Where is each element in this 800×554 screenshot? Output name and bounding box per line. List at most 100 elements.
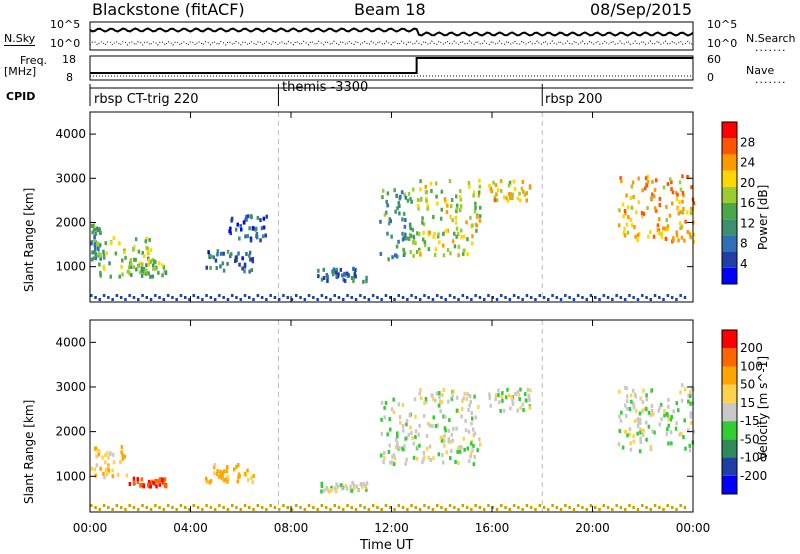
data-cell (111, 468, 114, 473)
data-cell (519, 198, 522, 203)
data-cell (262, 225, 266, 230)
ground-scatter-cell (483, 508, 486, 511)
data-cell (443, 197, 447, 202)
data-cell (405, 457, 408, 462)
ground-scatter-cell (333, 504, 336, 507)
ground-scatter-cell (273, 296, 277, 299)
data-cell (621, 445, 625, 450)
data-cell (93, 467, 97, 472)
ground-scatter-cell (508, 298, 512, 301)
data-cell (439, 409, 442, 414)
data-cell (684, 219, 687, 224)
data-cell (104, 453, 107, 458)
data-cell (238, 262, 241, 267)
data-cell (148, 479, 151, 484)
ground-scatter-cell (465, 506, 469, 509)
data-cell (503, 195, 506, 200)
data-cell (427, 232, 431, 237)
ground-scatter-cell (188, 508, 191, 511)
ground-scatter-cell (320, 504, 324, 507)
data-cell (641, 214, 644, 219)
data-cell (423, 240, 427, 245)
data-cell (518, 191, 521, 196)
ground-scatter-cell (525, 294, 529, 297)
data-cell (688, 443, 691, 448)
nsearch-tick-top: 10^5 (707, 18, 738, 31)
data-cell (408, 413, 411, 418)
ground-scatter-cell (611, 508, 614, 511)
data-cell (345, 486, 349, 491)
ground-scatter-cell (154, 294, 157, 297)
data-cell (448, 179, 452, 183)
ground-scatter-cell (299, 506, 302, 509)
data-cell (659, 231, 662, 236)
data-cell (511, 402, 515, 406)
data-cell (453, 231, 456, 236)
data-cell (385, 210, 388, 215)
ground-scatter-cell (265, 298, 268, 301)
ground-scatter-cell (448, 294, 452, 297)
x-tick-label: 08:00 (274, 521, 309, 535)
colorbar-tick-label: -15 (740, 414, 760, 428)
data-cell (237, 472, 241, 477)
data-cell (112, 460, 116, 465)
data-cell (493, 196, 497, 201)
colorbar-tick-label: 24 (740, 156, 755, 170)
nave-tick-bottom: 0 (707, 71, 714, 84)
data-cell (226, 249, 230, 254)
data-cell (497, 393, 500, 398)
data-cell (465, 396, 468, 401)
ground-scatter-cell (666, 504, 670, 507)
data-cell (675, 401, 678, 406)
ground-scatter-cell (222, 506, 225, 509)
data-cell (456, 395, 459, 400)
data-cell (317, 268, 320, 273)
data-cell (438, 391, 441, 395)
data-cell (457, 244, 461, 249)
data-cell (393, 456, 397, 461)
ground-scatter-cell (444, 298, 447, 301)
ground-scatter-cell (431, 508, 435, 511)
data-cell (667, 417, 670, 422)
data-cell (478, 178, 481, 183)
colorbar-tick-label: 8 (740, 237, 748, 251)
colorbar-tick-label: 200 (740, 341, 763, 355)
ground-scatter-cell (632, 296, 635, 299)
data-cell (99, 273, 102, 278)
data-cell (434, 181, 438, 186)
data-cell (628, 427, 632, 432)
data-cell (132, 265, 136, 270)
data-cell (401, 403, 404, 407)
data-cell (442, 414, 445, 419)
data-cell (365, 487, 368, 492)
data-cell (639, 440, 642, 444)
data-cell (665, 432, 669, 437)
data-cell (421, 220, 424, 225)
data-cell (628, 407, 632, 411)
ground-scatter-cell (495, 298, 499, 301)
ground-scatter-cell (342, 298, 345, 301)
data-cell (435, 194, 438, 199)
data-cell (97, 251, 101, 256)
ground-scatter-cell (282, 504, 285, 507)
data-cell (403, 251, 406, 256)
data-cell (120, 450, 123, 455)
data-cell (216, 252, 219, 257)
data-cell (466, 237, 469, 242)
ground-scatter-cell (324, 296, 328, 299)
data-cell (140, 273, 144, 278)
data-cell (442, 388, 445, 392)
ground-scatter-cell (273, 506, 277, 509)
data-cell (98, 243, 102, 248)
data-cell (439, 435, 443, 440)
data-cell (689, 235, 692, 240)
data-cell (658, 217, 661, 222)
data-cell (351, 480, 354, 485)
data-cell (383, 415, 386, 420)
data-cell (347, 273, 351, 278)
nsearch-trace (89, 40, 694, 46)
data-cell (120, 264, 123, 269)
data-cell (449, 214, 452, 219)
data-cell (382, 459, 385, 464)
data-cell (396, 440, 399, 445)
